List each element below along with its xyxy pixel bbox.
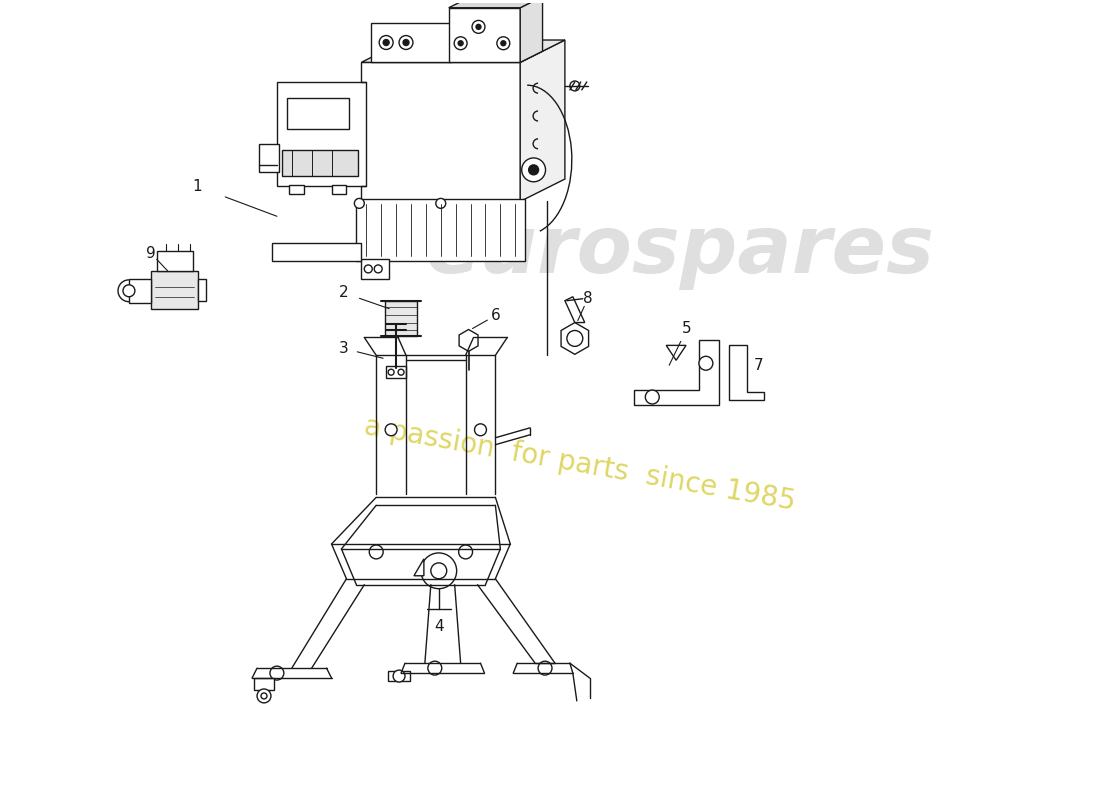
Circle shape — [500, 41, 506, 46]
Polygon shape — [459, 330, 478, 351]
Circle shape — [270, 666, 284, 680]
Circle shape — [538, 661, 552, 675]
Circle shape — [364, 265, 372, 273]
Text: 3: 3 — [339, 341, 349, 356]
Circle shape — [388, 370, 394, 375]
Bar — [385, 301, 417, 337]
Text: a passion  for parts  since 1985: a passion for parts since 1985 — [362, 413, 798, 516]
Circle shape — [374, 265, 382, 273]
Circle shape — [261, 693, 267, 699]
Circle shape — [393, 670, 405, 682]
Circle shape — [521, 158, 546, 182]
Polygon shape — [129, 279, 151, 302]
Circle shape — [257, 689, 271, 703]
Circle shape — [354, 198, 364, 208]
Text: 5: 5 — [682, 321, 692, 336]
Bar — [361, 259, 389, 279]
Bar — [282, 150, 358, 176]
Circle shape — [370, 545, 383, 559]
Text: 7: 7 — [754, 358, 763, 373]
Circle shape — [403, 39, 409, 46]
Circle shape — [570, 81, 580, 91]
Circle shape — [385, 424, 397, 436]
Polygon shape — [451, 14, 469, 62]
Bar — [254, 678, 274, 690]
Circle shape — [436, 198, 446, 208]
Polygon shape — [356, 199, 525, 261]
Polygon shape — [414, 559, 424, 576]
Circle shape — [421, 553, 456, 589]
Bar — [331, 185, 346, 194]
Text: 8: 8 — [583, 291, 593, 306]
Bar — [287, 98, 350, 129]
Circle shape — [529, 165, 539, 175]
Circle shape — [476, 24, 481, 30]
Polygon shape — [565, 297, 585, 322]
Polygon shape — [728, 346, 763, 400]
Bar — [151, 271, 198, 309]
Circle shape — [383, 39, 389, 46]
Text: 6: 6 — [491, 308, 501, 323]
Circle shape — [123, 285, 135, 297]
Circle shape — [646, 390, 659, 404]
Text: eurospares: eurospares — [425, 212, 934, 290]
Circle shape — [497, 37, 509, 50]
Polygon shape — [520, 40, 565, 202]
Polygon shape — [449, 8, 520, 62]
Bar — [198, 279, 207, 301]
Text: 9: 9 — [146, 246, 156, 261]
Circle shape — [398, 370, 404, 375]
Bar — [388, 671, 410, 681]
Circle shape — [472, 21, 485, 34]
Circle shape — [458, 41, 463, 46]
Bar — [386, 366, 406, 378]
Bar — [157, 251, 192, 271]
Circle shape — [431, 563, 447, 578]
Circle shape — [399, 35, 412, 50]
Circle shape — [379, 35, 393, 50]
Polygon shape — [361, 40, 565, 62]
Polygon shape — [449, 0, 542, 8]
Circle shape — [474, 424, 486, 436]
Polygon shape — [667, 346, 686, 360]
Circle shape — [566, 330, 583, 346]
Polygon shape — [272, 243, 361, 261]
Text: 1: 1 — [192, 179, 202, 194]
Text: 2: 2 — [339, 286, 349, 300]
Circle shape — [459, 545, 473, 559]
Polygon shape — [277, 82, 366, 186]
Polygon shape — [361, 62, 520, 202]
Bar — [258, 144, 279, 171]
Polygon shape — [635, 341, 718, 405]
Polygon shape — [372, 54, 469, 62]
Text: 4: 4 — [434, 619, 443, 634]
Circle shape — [428, 661, 442, 675]
Polygon shape — [372, 22, 451, 62]
Polygon shape — [561, 322, 588, 354]
Bar — [289, 185, 304, 194]
Circle shape — [454, 37, 467, 50]
Polygon shape — [520, 0, 542, 62]
Circle shape — [698, 356, 713, 370]
